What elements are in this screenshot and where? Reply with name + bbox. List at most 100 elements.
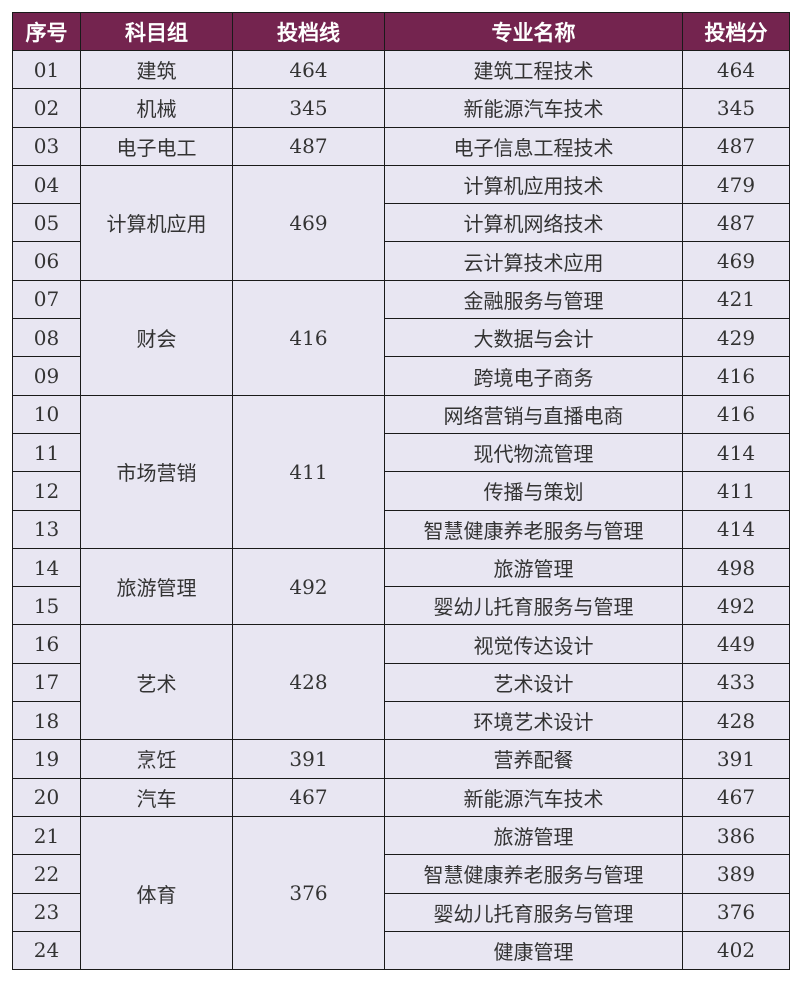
major-name: 大数据与会计 (384, 318, 683, 358)
table-row: 07 财会 416 金融服务与管理 421 (12, 279, 790, 396)
major-name: 营养配餐 (384, 739, 683, 779)
major-name: 视觉传达设计 (384, 624, 683, 664)
table-row: 17 艺术设计 433 (12, 662, 790, 703)
header-row: 序号 科目组 投档线 专业名称 投档分 (12, 12, 790, 51)
major-name: 婴幼儿托育服务与管理 (384, 892, 683, 932)
admission-score: 469 (682, 241, 790, 281)
admission-line: 492 (232, 547, 385, 626)
row-number: 21 (12, 815, 81, 856)
table-row: 01 建筑 464 建筑工程技术 464 (12, 49, 790, 90)
admission-score: 421 (682, 279, 790, 320)
row-number: 20 (12, 777, 81, 817)
admission-line: 376 (232, 815, 385, 971)
row-number: 07 (12, 279, 81, 320)
admission-line: 345 (232, 88, 385, 128)
major-name: 计算机应用技术 (384, 164, 683, 205)
table-row: 20 汽车 467 新能源汽车技术 467 (12, 777, 790, 817)
subject-group: 计算机应用 (80, 164, 233, 281)
major-name: 智慧健康养老服务与管理 (384, 854, 683, 894)
admission-score: 386 (682, 815, 790, 856)
admission-score: 376 (682, 892, 790, 932)
table-row: 24 健康管理 402 (12, 930, 790, 971)
admission-line: 411 (232, 394, 385, 549)
major-name: 艺术设计 (384, 662, 683, 703)
subject-group: 汽车 (80, 777, 233, 817)
major-name: 计算机网络技术 (384, 203, 683, 243)
table-row: 05 计算机网络技术 487 (12, 203, 790, 243)
header-admission-score: 投档分 (682, 12, 790, 51)
admission-score: 402 (682, 930, 790, 971)
table-row: 10 市场营销 411 网络营销与直播电商 416 (12, 394, 790, 549)
major-name: 金融服务与管理 (384, 279, 683, 320)
subject-group: 建筑 (80, 49, 233, 90)
table-row: 21 体育 376 旅游管理 386 (12, 815, 790, 971)
admission-score: 433 (682, 662, 790, 703)
admission-line: 487 (232, 126, 385, 166)
major-name: 网络营销与直播电商 (384, 394, 683, 434)
admission-score: 411 (682, 471, 790, 511)
row-number: 09 (12, 356, 81, 396)
header-no: 序号 (12, 12, 81, 51)
table-row: 03 电子电工 487 电子信息工程技术 487 (12, 126, 790, 166)
admission-score: 345 (682, 88, 790, 128)
header-major-name: 专业名称 (384, 12, 683, 51)
row-number: 18 (12, 701, 81, 741)
row-number: 02 (12, 88, 81, 128)
table-row: 18 环境艺术设计 428 (12, 701, 790, 741)
admission-score-table: 序号 科目组 投档线 专业名称 投档分 01 建筑 464 建筑工程技术 464 02 机械… (12, 12, 790, 971)
table-row: 02 机械 345 新能源汽车技术 345 (12, 88, 790, 128)
major-name: 电子信息工程技术 (384, 126, 683, 166)
admission-score: 498 (682, 547, 790, 588)
row-number: 04 (12, 164, 81, 205)
row-number: 17 (12, 662, 81, 703)
admission-score: 391 (682, 739, 790, 779)
table-row: 22 智慧健康养老服务与管理 389 (12, 854, 790, 894)
table-row: 04 计算机应用 469 计算机应用技术 479 (12, 164, 790, 281)
table-row: 16 艺术 428 视觉传达设计 449 (12, 624, 790, 741)
admission-score: 429 (682, 318, 790, 358)
row-number: 08 (12, 318, 81, 358)
admission-line: 469 (232, 164, 385, 281)
header-subject-group: 科目组 (80, 12, 233, 51)
major-name: 环境艺术设计 (384, 701, 683, 741)
major-name: 健康管理 (384, 930, 683, 971)
table-row: 13 智慧健康养老服务与管理 414 (12, 509, 790, 549)
major-name: 云计算技术应用 (384, 241, 683, 281)
admission-score: 389 (682, 854, 790, 894)
admission-score: 414 (682, 432, 790, 473)
row-number: 14 (12, 547, 81, 588)
admission-score: 487 (682, 203, 790, 243)
admission-score: 414 (682, 509, 790, 549)
admission-line: 428 (232, 624, 385, 741)
table-row: 19 烹饪 391 营养配餐 391 (12, 739, 790, 779)
row-number: 22 (12, 854, 81, 894)
admission-score: 428 (682, 701, 790, 741)
table-row: 15 婴幼儿托育服务与管理 492 (12, 586, 790, 626)
admission-line: 391 (232, 739, 385, 779)
admission-score: 467 (682, 777, 790, 817)
row-number: 01 (12, 49, 81, 90)
subject-group: 烹饪 (80, 739, 233, 779)
row-number: 11 (12, 432, 81, 473)
major-name: 建筑工程技术 (384, 49, 683, 90)
major-name: 旅游管理 (384, 547, 683, 588)
admission-score: 416 (682, 356, 790, 396)
row-number: 19 (12, 739, 81, 779)
major-name: 婴幼儿托育服务与管理 (384, 586, 683, 626)
subject-group: 财会 (80, 279, 233, 396)
header-admission-line: 投档线 (232, 12, 385, 51)
major-name: 传播与策划 (384, 471, 683, 511)
table-row: 09 跨境电子商务 416 (12, 356, 790, 396)
admission-score: 479 (682, 164, 790, 205)
table-row: 14 旅游管理 492 旅游管理 498 (12, 547, 790, 626)
row-number: 06 (12, 241, 81, 281)
major-name: 新能源汽车技术 (384, 777, 683, 817)
major-name: 跨境电子商务 (384, 356, 683, 396)
admission-line: 416 (232, 279, 385, 396)
row-number: 15 (12, 586, 81, 626)
major-name: 现代物流管理 (384, 432, 683, 473)
table-row: 06 云计算技术应用 469 (12, 241, 790, 281)
table-row: 08 大数据与会计 429 (12, 318, 790, 358)
admission-line: 464 (232, 49, 385, 90)
row-number: 24 (12, 930, 81, 971)
